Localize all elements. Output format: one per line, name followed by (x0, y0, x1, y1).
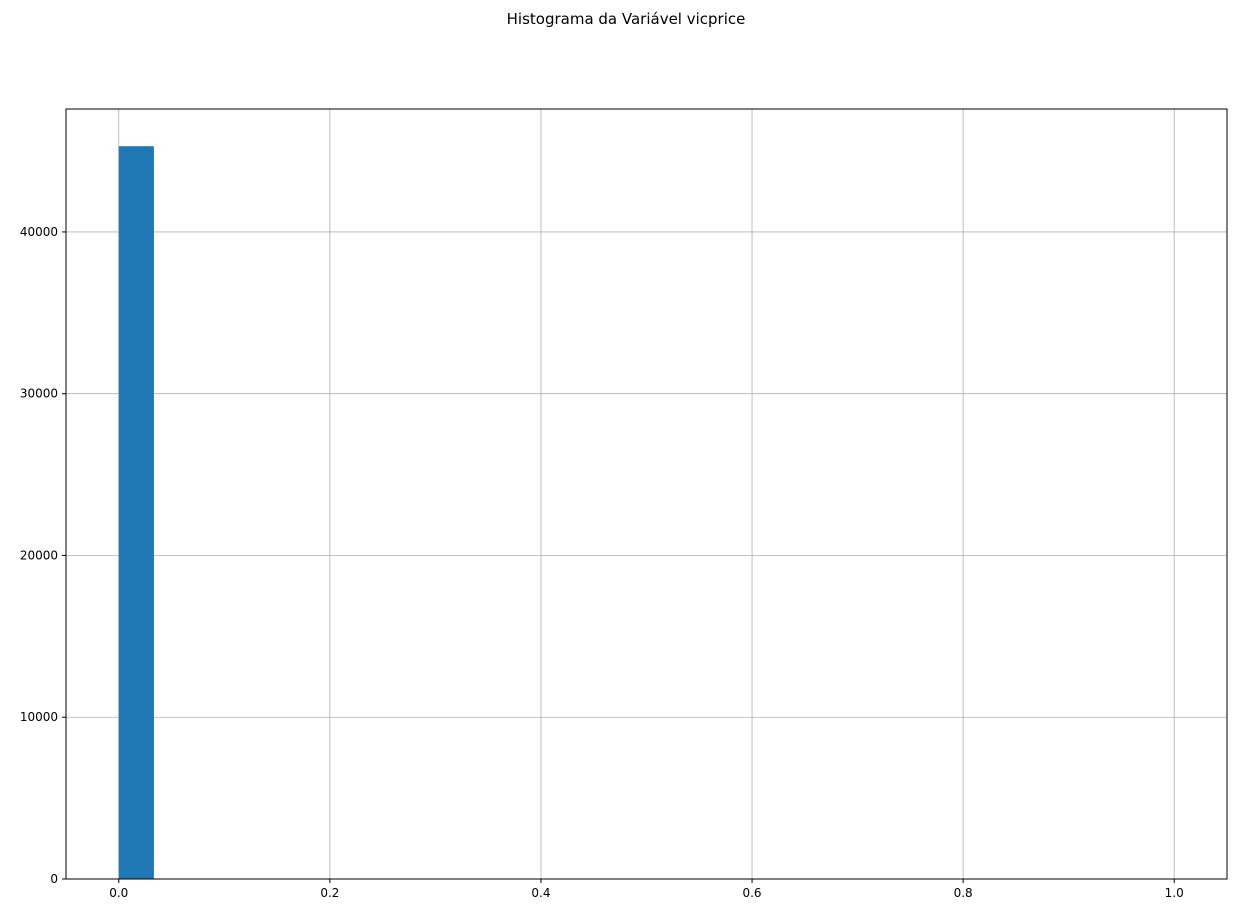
x-axis: 0.0 0.2 0.4 0.6 0.8 1.0 (109, 879, 1184, 900)
chart-title: Histograma da Variável vicprice (507, 10, 746, 28)
x-tick-label: 1.0 (1165, 886, 1184, 900)
y-tick-label: 0 (50, 872, 58, 886)
histogram-bar (118, 146, 154, 880)
y-axis: 0 10000 20000 30000 40000 (20, 225, 66, 886)
y-tick-label: 30000 (20, 387, 58, 401)
x-tick-label: 0.6 (742, 886, 761, 900)
y-tick-label: 10000 (20, 710, 58, 724)
x-tick-label: 0.0 (109, 886, 128, 900)
y-tick-label: 20000 (20, 548, 58, 562)
x-tick-label: 0.2 (320, 886, 339, 900)
histogram-bars (118, 146, 154, 880)
x-tick-label: 0.4 (531, 886, 550, 900)
y-tick-label: 40000 (20, 225, 58, 239)
grid-lines (66, 109, 1227, 880)
plot-frame (65, 108, 1228, 880)
x-tick-label: 0.8 (954, 886, 973, 900)
